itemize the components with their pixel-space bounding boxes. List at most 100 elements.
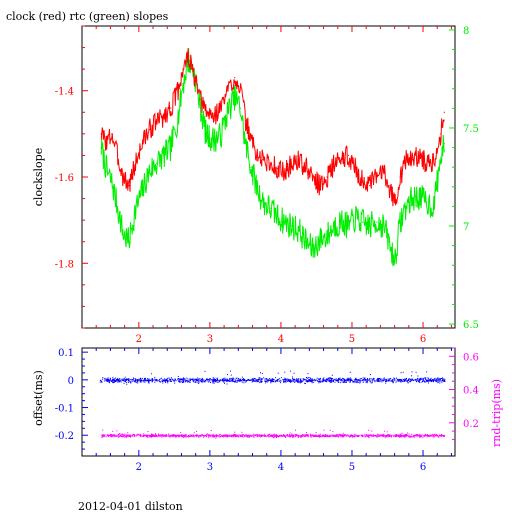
outlier-rnd-trip (180, 432, 182, 433)
point-offset (288, 379, 289, 381)
point-rnd-trip (151, 434, 153, 436)
point-offset (110, 378, 111, 380)
point-offset (251, 379, 253, 381)
point-rnd-trip (188, 436, 190, 437)
point-offset (305, 380, 307, 382)
point-offset (251, 381, 253, 383)
point-clock (298, 159, 300, 161)
point-rnd-trip (133, 434, 135, 436)
point-offset (258, 377, 260, 379)
x-tick-label: 5 (349, 334, 355, 345)
point-offset (140, 378, 142, 380)
point-rnd-trip (220, 436, 221, 438)
point-rnd-trip (335, 435, 337, 437)
point-offset (179, 379, 181, 381)
point-offset (433, 379, 435, 381)
point-rnd-trip (163, 435, 165, 437)
outlier-rnd-trip (400, 433, 402, 435)
point-offset (195, 382, 197, 383)
point-offset (124, 378, 125, 380)
point-offset (273, 379, 275, 381)
point-offset (354, 380, 356, 382)
point-rnd-trip (257, 435, 259, 437)
point-rnd-trip (382, 435, 384, 437)
point-rnd-trip (200, 435, 202, 437)
point-rnd-trip (274, 436, 276, 438)
point-offset (366, 382, 368, 384)
point-offset (216, 381, 218, 383)
point-rnd-trip (159, 435, 161, 437)
outlier-offset (402, 371, 404, 373)
point-offset (376, 380, 378, 382)
point-rnd-trip (169, 434, 171, 436)
point-rnd-trip (287, 435, 289, 437)
point-offset (114, 380, 116, 382)
point-rnd-trip (409, 435, 411, 437)
point-rnd-trip (253, 433, 255, 435)
point-clock (383, 167, 385, 169)
point-rnd-trip (275, 434, 277, 436)
point-rnd-trip (354, 433, 356, 435)
point-offset (359, 379, 361, 381)
point-offset (151, 381, 153, 383)
point-rnd-trip (416, 434, 418, 436)
point-rtc (298, 229, 300, 231)
outlier-offset (260, 372, 261, 374)
point-offset (213, 378, 215, 380)
point-offset (317, 380, 319, 382)
outlier-rnd-trip (162, 433, 164, 435)
point-offset (393, 377, 395, 379)
point-rnd-trip (415, 434, 416, 436)
point-offset (376, 380, 378, 381)
point-offset (404, 380, 406, 381)
point-rnd-trip (145, 434, 147, 436)
point-rnd-trip (190, 434, 192, 436)
point-offset (177, 379, 179, 381)
point-offset (422, 377, 424, 379)
point-rnd-trip (301, 435, 303, 437)
point-rnd-trip (411, 435, 413, 437)
point-offset (365, 381, 367, 383)
point-rnd-trip (106, 435, 108, 437)
point-offset (300, 381, 302, 383)
point-rnd-trip (245, 434, 247, 436)
point-rnd-trip (398, 436, 400, 437)
point-offset (388, 379, 390, 381)
point-rnd-trip (283, 435, 285, 437)
point-rnd-trip (268, 434, 269, 436)
point-offset (442, 378, 443, 380)
point-rtc (163, 154, 165, 157)
point-offset (431, 380, 433, 381)
point-rnd-trip (338, 434, 340, 435)
point-rnd-trip (435, 434, 437, 436)
point-clock (148, 128, 151, 131)
outlier-offset (293, 372, 295, 374)
point-rtc (369, 225, 371, 227)
point-offset (443, 380, 445, 382)
point-offset (350, 379, 351, 381)
point-clock (212, 116, 215, 118)
outlier-rnd-trip (399, 436, 401, 438)
y2-tick-label: 7 (463, 222, 469, 233)
point-offset (251, 379, 253, 381)
point-rnd-trip (440, 434, 442, 436)
point-offset (335, 378, 337, 380)
point-offset (432, 379, 433, 381)
point-rnd-trip (272, 436, 274, 438)
point-rnd-trip (167, 434, 169, 436)
point-rnd-trip (199, 434, 201, 436)
y2-axis-label: rnd-trip(ms) (490, 379, 503, 447)
point-rnd-trip (403, 436, 405, 438)
point-rnd-trip (306, 434, 308, 436)
point-offset (435, 381, 437, 383)
point-clock (219, 107, 222, 109)
point-offset (205, 379, 207, 381)
point-rnd-trip (332, 435, 334, 437)
point-rnd-trip (349, 436, 351, 438)
point-rnd-trip (191, 435, 193, 437)
point-offset (230, 377, 232, 379)
point-offset (235, 378, 237, 380)
point-offset (194, 381, 196, 383)
point-offset (431, 380, 433, 382)
point-clock (399, 176, 401, 178)
